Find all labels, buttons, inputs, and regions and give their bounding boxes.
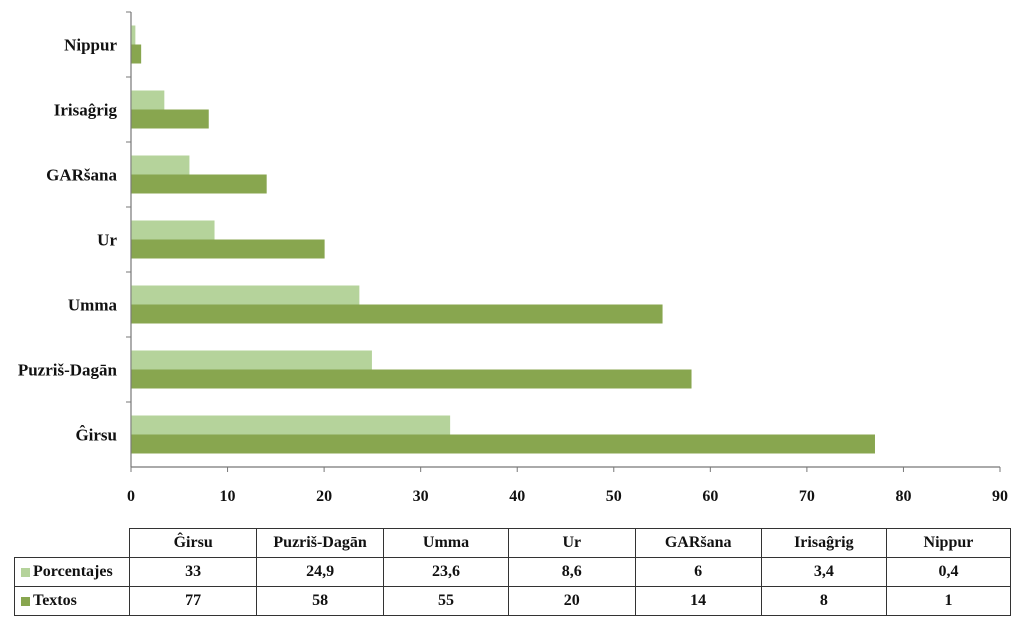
x-tick-label: 60	[702, 488, 718, 505]
data-table-cell: 33	[129, 557, 258, 587]
legend-label: Textos	[33, 592, 77, 609]
x-tick-label: 70	[799, 488, 815, 505]
data-table-cell: 14	[634, 586, 762, 616]
data-table: Ĝirsu Puzriš-Dagān Umma Ur GARšana Irisaĝrig N…	[13, 528, 1011, 616]
data-table-cell: 0,4	[885, 557, 1011, 587]
data-table-column-header: Ur	[508, 528, 636, 558]
data-table-cell: 8,6	[508, 557, 636, 587]
x-tick-label: 20	[316, 488, 332, 505]
x-tick-label: 80	[895, 488, 911, 505]
data-table-cell: 58	[256, 586, 385, 616]
x-tick-label: 40	[509, 488, 525, 505]
x-tick-label: 50	[606, 488, 622, 505]
x-tick-label: 10	[220, 488, 236, 505]
data-table-column-header: Ĝirsu	[129, 528, 258, 558]
category-label: Nippur	[64, 36, 117, 55]
category-label: Ur	[97, 231, 117, 250]
x-tick-label: 30	[413, 488, 429, 505]
legend-entry: Porcentajes	[13, 557, 131, 587]
bar-porcentajes	[131, 155, 190, 175]
data-table-cell: 23,6	[383, 557, 509, 587]
category-label: Ĝirsu	[75, 425, 117, 445]
data-table-cell: 6	[634, 557, 762, 587]
bar-textos	[131, 304, 663, 324]
data-table-row: Textos 77 58 55 20 14 8 1	[13, 586, 1011, 616]
bar-textos	[131, 239, 325, 259]
legend-swatch	[21, 567, 30, 577]
x-tick-label: 0	[127, 488, 135, 505]
category-label: Puzriš-Dagān	[18, 361, 118, 380]
bar-porcentajes	[131, 220, 215, 240]
data-table-cell: 3,4	[760, 557, 887, 587]
legend-entry: Textos	[13, 586, 131, 616]
x-tick-label: 90	[992, 488, 1008, 505]
data-table-header-row: Ĝirsu Puzriš-Dagān Umma Ur GARšana Irisaĝrig N…	[14, 528, 1011, 558]
bar-porcentajes	[131, 25, 136, 45]
legend-label: Porcentajes	[33, 563, 113, 580]
data-table-cell: 77	[129, 586, 258, 616]
data-table-column-header: Umma	[383, 528, 509, 558]
bar-textos	[131, 44, 142, 64]
legend-swatch	[21, 596, 30, 606]
data-table-row: Porcentajes 33 24,9 23,6 8,6 6 3,4 0,4	[13, 557, 1011, 587]
data-table-cell: 20	[508, 586, 636, 616]
bar-porcentajes	[131, 350, 372, 370]
category-label: Umma	[68, 296, 118, 315]
category-label: Irisaĝrig	[54, 101, 118, 120]
data-table-cell: 55	[383, 586, 509, 616]
data-table-cell: 1	[885, 586, 1011, 616]
data-table-column-header: Puzriš-Dagān	[256, 528, 385, 558]
data-table-column-header: GARšana	[634, 528, 762, 558]
data-table-column-header: Nippur	[885, 528, 1011, 558]
bar-porcentajes	[131, 415, 451, 435]
bar-porcentajes	[131, 90, 165, 110]
data-table-corner	[14, 528, 131, 558]
bar-textos	[131, 434, 875, 454]
bar-porcentajes	[131, 285, 360, 305]
bar-chart: 0 10 20 30 40 50 60 70 80 90 Ĝirsu Puzriš-Dagān Umma…	[18, 11, 1008, 505]
category-label: GARšana	[46, 166, 117, 185]
bar-textos	[131, 369, 692, 389]
bar-textos	[131, 174, 267, 194]
data-table-column-header: Irisaĝrig	[760, 528, 887, 558]
data-table-cell: 8	[760, 586, 887, 616]
bar-textos	[131, 109, 209, 129]
data-table-cell: 24,9	[256, 557, 385, 587]
